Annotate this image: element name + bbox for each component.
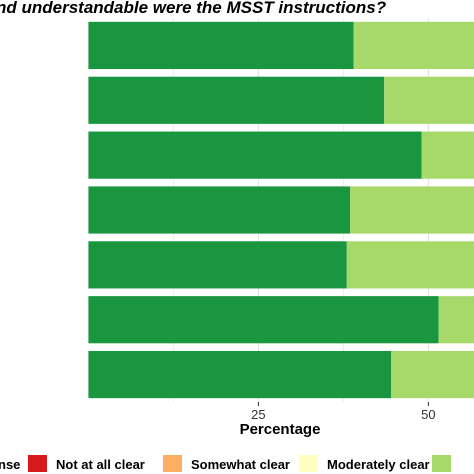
bars [88,21,474,399]
legend-label-2: Moderately clear [327,457,430,472]
bar-segment-row1-series2 [353,21,474,70]
bar-segment-row3-series1 [88,131,422,179]
bar-segment-row5-series2 [346,241,474,289]
legend-swatch-0 [28,455,47,472]
bar-segment-row7-series2 [391,350,474,399]
bar-segment-row2-series2 [384,76,474,124]
legend-swatch-3 [432,455,451,472]
bar-segment-row4-series2 [350,186,474,234]
legend-label-1: Somewhat clear [191,457,290,472]
chart-title: nd understandable were the MSST instruct… [0,0,387,17]
bar-segment-row4-series1 [88,186,351,234]
bar-segment-row6-series1 [88,296,439,344]
bar-segment-row7-series1 [88,350,392,399]
legend-swatch-1 [163,455,182,472]
x-axis-ticks: 255075 [251,402,436,422]
legend-label-0: Not at all clear [56,457,145,472]
bar-segment-row1-series1 [88,21,354,70]
x-axis-label: Percentage [240,421,321,438]
legend: nse Not at all clear Somewhat clear Modera… [0,455,451,472]
bar-segment-row6-series2 [438,296,474,344]
bar-segment-row5-series1 [88,241,347,289]
legend-title: nse [0,457,20,472]
x-tick-label-1: 50 [421,407,435,422]
bar-segment-row3-series2 [421,131,474,179]
x-tick-label-0: 25 [251,407,265,422]
legend-swatch-2 [299,455,318,472]
bar-segment-row2-series1 [88,76,385,124]
